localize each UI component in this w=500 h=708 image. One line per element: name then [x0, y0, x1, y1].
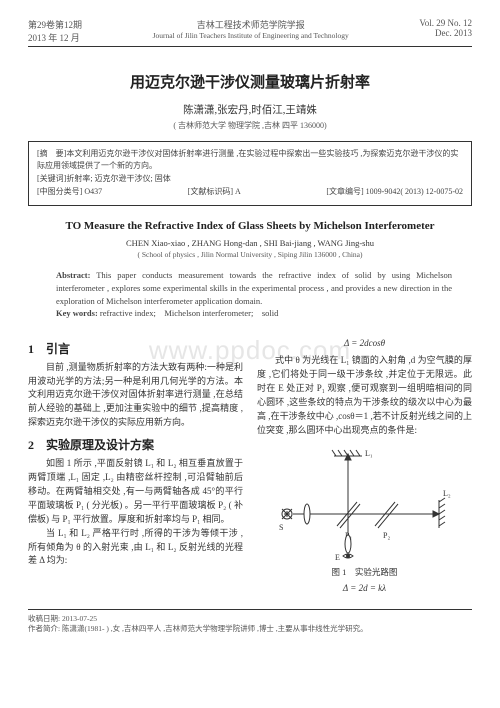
figure-1: S P₁ P₂ — [257, 444, 472, 579]
received-date: 收稿日期: 2013-07-25 — [28, 614, 472, 625]
section-2-body-1: 如图 1 所示 ,平面反射镜 L₁ 和 L₂ 相互垂直放置于两臂顶端 ,L₁ 固… — [28, 457, 243, 527]
journal-en: Journal of Jilin Teachers Institute of E… — [82, 31, 419, 40]
authors-en: CHEN Xiao-xiao , ZHANG Hong-dan , SHI Ba… — [28, 238, 472, 248]
body-columns: 1 引言 目前 ,测量物质折射率的方法大致有两种:一种是利用波动光学的方法;另一… — [28, 334, 472, 599]
header-center: 吉林工程技术师范学院学报 Journal of Jilin Teachers I… — [82, 18, 419, 44]
date-en: Dec. 2013 — [419, 28, 472, 38]
right-para: 式中 θ 为光线在 L₁ 镜面的入射角 ,d 为空气膜的厚度 ,它们将处于同一级… — [257, 354, 472, 438]
header-right: Vol. 29 No. 12 Dec. 2013 — [419, 18, 472, 44]
abstract-en-block: Abstract: This paper conducts measuremen… — [56, 269, 452, 320]
abstract-cn: [摘 要]本文利用迈克尔逊干涉仪对固体折射率进行测量 ,在实验过程中探索出一些实… — [37, 148, 463, 172]
title-cn: 用迈克尔逊干涉仪测量玻璃片折射率 — [28, 71, 472, 92]
vol-issue-cn: 第29卷第12期 — [28, 18, 82, 31]
abstract-box-cn: [摘 要]本文利用迈克尔逊干涉仪对固体折射率进行测量 ,在实验过程中探索出一些实… — [28, 141, 472, 206]
running-header: 第29卷第12期 2013 年 12 月 吉林工程技术师范学院学报 Journa… — [28, 18, 472, 47]
authors-cn: 陈潇潇,张宏丹,时佰江,王靖姝 — [28, 102, 472, 117]
svg-text:P₂: P₂ — [383, 531, 390, 540]
svg-text:E: E — [335, 553, 340, 562]
affiliation-en: ( School of physics , Jilin Normal Unive… — [28, 250, 472, 259]
header-left: 第29卷第12期 2013 年 12 月 — [28, 18, 82, 44]
keywords-cn: [关键词]折射率; 迈克尔逊干涉仪; 固体 — [37, 173, 463, 185]
article-id: [文章编号] 1009-9042( 2013) 12-0075-02 — [326, 186, 463, 198]
keywords-text-en: refractive index; Michelson interferomet… — [98, 308, 279, 318]
svg-text:L₁: L₁ — [365, 449, 373, 458]
formula-2: Δ = 2d = kλ — [257, 582, 472, 596]
section-2-heading: 2 实验原理及设计方案 — [28, 436, 243, 455]
left-column: 1 引言 目前 ,测量物质折射率的方法大致有两种:一种是利用波动光学的方法;另一… — [28, 334, 243, 599]
figure-1-caption: 图 1 实验光路图 — [257, 566, 472, 579]
right-column: Δ = 2dcosθ 式中 θ 为光线在 L₁ 镜面的入射角 ,d 为空气膜的厚… — [257, 334, 472, 599]
abstract-text-en: This paper conducts measurement towards … — [56, 270, 452, 306]
date-cn: 2013 年 12 月 — [28, 31, 82, 44]
footnote: 收稿日期: 2013-07-25 作者简介: 陈潇潇(1981- ) ,女 ,吉… — [28, 609, 472, 635]
section-1-heading: 1 引言 — [28, 340, 243, 359]
section-1-body: 目前 ,测量物质折射率的方法大致有两种:一种是利用波动光学的方法;另一种是利用几… — [28, 361, 243, 431]
section-2-body-2: 当 L₁ 和 L₂ 严格平行时 ,所得的干涉为等倾干涉 ,所有倾角为 θ 的入射… — [28, 527, 243, 569]
svg-text:L₂: L₂ — [443, 489, 451, 498]
vol-issue-en: Vol. 29 No. 12 — [419, 18, 472, 28]
classification-row: [中图分类号] O437 [文献标识码] A [文章编号] 1009-9042(… — [37, 186, 463, 198]
svg-text:S: S — [279, 523, 283, 532]
keywords-label-en: Key words: — [56, 308, 98, 318]
formula-1: Δ = 2dcosθ — [257, 337, 472, 351]
clc-number: [中图分类号] O437 — [37, 186, 102, 198]
optical-diagram-svg: S P₁ P₂ — [275, 444, 455, 564]
doc-code: [文献标识码] A — [188, 186, 241, 198]
affiliation-cn: ( 吉林师范大学 物理学院 ,吉林 四平 136000) — [28, 120, 472, 131]
title-en: TO Measure the Refractive Index of Glass… — [28, 220, 472, 232]
author-bio: 作者简介: 陈潇潇(1981- ) ,女 ,吉林四平人 ,吉林师范大学物理学院讲… — [28, 624, 472, 635]
abstract-label-en: Abstract: — [56, 270, 90, 280]
journal-cn: 吉林工程技术师范学院学报 — [197, 20, 305, 30]
